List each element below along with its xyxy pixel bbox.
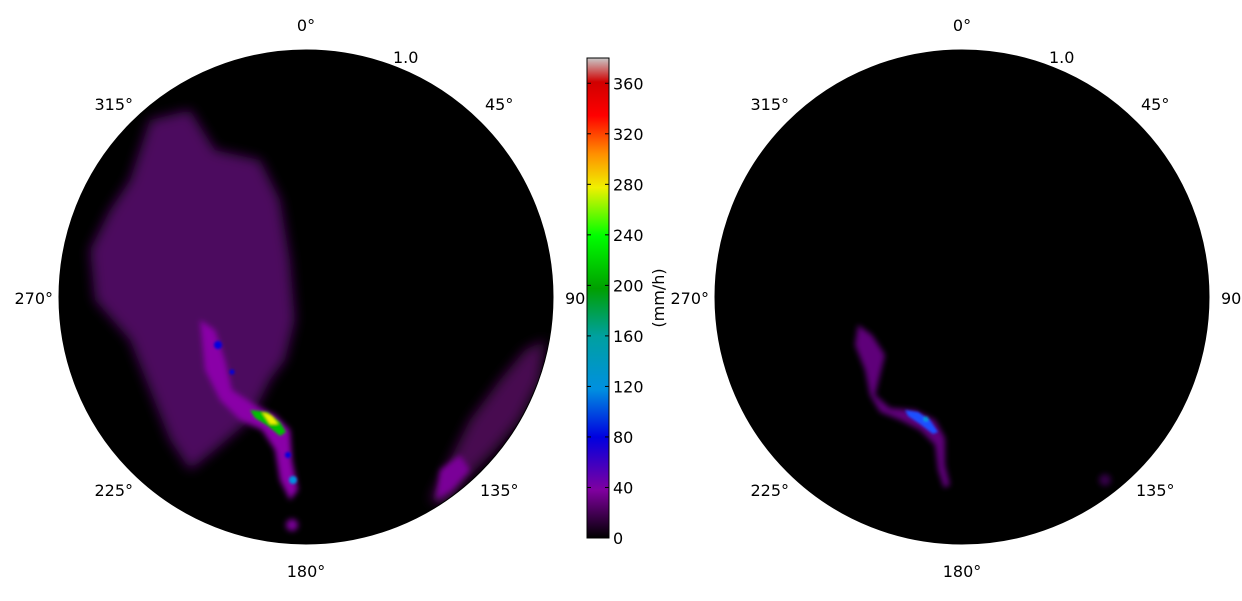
intense-core bbox=[262, 412, 278, 424]
theta-label: 180° bbox=[287, 562, 326, 581]
precip-field bbox=[90, 110, 545, 531]
colorbar-tick-label: 320 bbox=[613, 125, 644, 144]
theta-label: 315° bbox=[750, 95, 789, 114]
intense-core bbox=[250, 410, 286, 436]
radar-panel-left: 0° 45° 90 135° 180° 225° 270° 315° 1.0 bbox=[14, 16, 585, 581]
radar-panel-right: 0° 45° 90 135° 180° 225° 270° 315° 1.0 bbox=[670, 16, 1241, 581]
intense-core bbox=[229, 369, 235, 375]
theta-label: 135° bbox=[1136, 481, 1175, 500]
colorbar: 0 40 80 120 160 200 240 280 320 360 (mm/h) bbox=[586, 57, 668, 548]
theta-label: 0° bbox=[297, 16, 315, 35]
convective-band bbox=[286, 519, 298, 531]
theta-label: 135° bbox=[480, 481, 519, 500]
theta-label: 180° bbox=[943, 562, 982, 581]
colorbar-tick-label: 200 bbox=[613, 276, 644, 295]
colorbar-tick-label: 280 bbox=[613, 175, 644, 194]
diffuse-precip-region bbox=[90, 110, 295, 470]
theta-label: 45° bbox=[485, 95, 513, 114]
weak-core bbox=[923, 416, 929, 422]
colorbar-tick-label: 240 bbox=[613, 226, 644, 245]
theta-label: 270° bbox=[14, 289, 53, 308]
theta-label: 90 bbox=[565, 289, 585, 308]
theta-label: 90 bbox=[1221, 289, 1241, 308]
theta-label: 0° bbox=[953, 16, 971, 35]
colorbar-tick-label: 0 bbox=[613, 529, 623, 548]
convective-band bbox=[1099, 474, 1111, 486]
intense-core bbox=[289, 476, 297, 484]
radial-label: 1.0 bbox=[393, 48, 418, 67]
colorbar-tick-label: 120 bbox=[613, 377, 644, 396]
colorbar-tick-label: 360 bbox=[613, 74, 644, 93]
convective-band bbox=[855, 325, 950, 488]
polar-disc bbox=[715, 50, 1209, 544]
precip-field bbox=[855, 325, 1111, 488]
colorbar-tick-label: 160 bbox=[613, 327, 644, 346]
radial-label: 1.0 bbox=[1049, 48, 1074, 67]
colorbar-label: (mm/h) bbox=[649, 268, 668, 327]
colorbar-tick-label: 40 bbox=[613, 478, 633, 497]
weak-core bbox=[905, 410, 938, 434]
intense-core bbox=[214, 341, 222, 349]
theta-label: 315° bbox=[94, 95, 133, 114]
colorbar-tick-label: 80 bbox=[613, 428, 633, 447]
convective-band bbox=[200, 320, 298, 500]
intense-core bbox=[285, 452, 291, 458]
colorbar-gradient bbox=[586, 57, 610, 539]
theta-label: 225° bbox=[94, 481, 133, 500]
convective-band bbox=[436, 455, 470, 500]
theta-label: 270° bbox=[670, 289, 709, 308]
theta-label: 225° bbox=[750, 481, 789, 500]
theta-label: 45° bbox=[1141, 95, 1169, 114]
colorbar-ticks: 0 40 80 120 160 200 240 280 320 360 bbox=[587, 74, 644, 548]
